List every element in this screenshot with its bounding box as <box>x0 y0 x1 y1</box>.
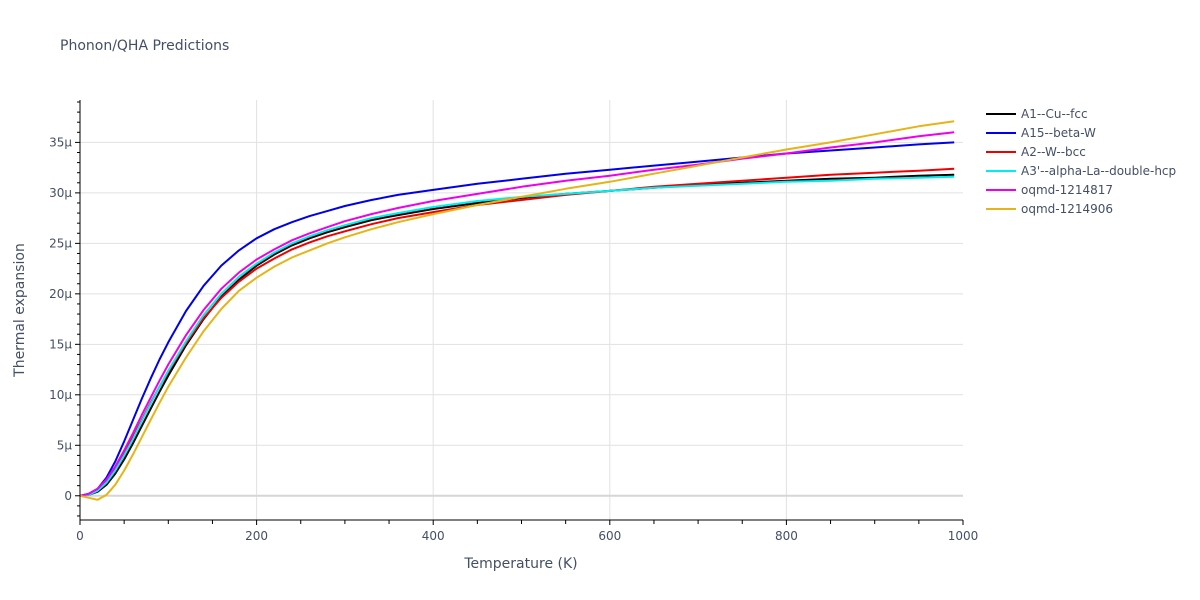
series-line-4 <box>79 131 955 497</box>
legend-label: A2--W--bcc <box>1021 145 1086 159</box>
series-line-2 <box>79 167 955 497</box>
x-tick-label: 1000 <box>948 529 979 543</box>
grid-lines <box>80 100 963 520</box>
y-tick-label: 10μ <box>49 388 72 402</box>
y-tick-label: 35μ <box>49 135 72 149</box>
legend-item-5[interactable]: oqmd-1214906 <box>986 202 1113 216</box>
legend-label: A1--Cu--fcc <box>1021 107 1088 121</box>
legend-item-2[interactable]: A2--W--bcc <box>986 145 1086 159</box>
series-line-5 <box>79 120 955 501</box>
legend-label: A3'--alpha-La--double-hcp <box>1021 164 1176 178</box>
x-tick-label: 800 <box>775 529 798 543</box>
x-tick-label: 0 <box>76 529 84 543</box>
y-tick-label: 20μ <box>49 287 72 301</box>
legend-label: oqmd-1214906 <box>1021 202 1113 216</box>
y-tick-label: 15μ <box>49 337 72 351</box>
chart-title: Phonon/QHA Predictions <box>60 38 229 54</box>
series-line-0 <box>79 173 955 497</box>
legend[interactable]: A1--Cu--fcc A15--beta-W A2--W--bcc A3'--alp… <box>986 107 1176 216</box>
y-tick-label: 5μ <box>57 438 73 452</box>
plot-series <box>79 120 955 501</box>
y-tick-label: 25μ <box>49 236 72 250</box>
legend-item-4[interactable]: oqmd-1214817 <box>986 183 1113 197</box>
x-tick-label: 200 <box>245 529 268 543</box>
y-tick-label: 30μ <box>49 186 72 200</box>
legend-item-1[interactable]: A15--beta-W <box>986 126 1096 140</box>
y-tick-label: 0 <box>64 489 72 503</box>
axes: 0 200 400 600 800 1000 0 5μ 10μ 15μ 20μ 25μ 30μ 35μ <box>49 100 978 543</box>
legend-item-3[interactable]: A3'--alpha-La--double-hcp <box>986 164 1176 178</box>
x-tick-label: 400 <box>422 529 445 543</box>
y-axis-title: Thermal expansion <box>12 243 28 378</box>
series-line-1 <box>79 141 955 497</box>
legend-label: oqmd-1214817 <box>1021 183 1113 197</box>
x-tick-label: 600 <box>598 529 621 543</box>
legend-label: A15--beta-W <box>1021 126 1096 140</box>
legend-item-0[interactable]: A1--Cu--fcc <box>986 107 1088 121</box>
x-axis-title: Temperature (K) <box>463 556 577 572</box>
series-line-3 <box>79 175 955 497</box>
